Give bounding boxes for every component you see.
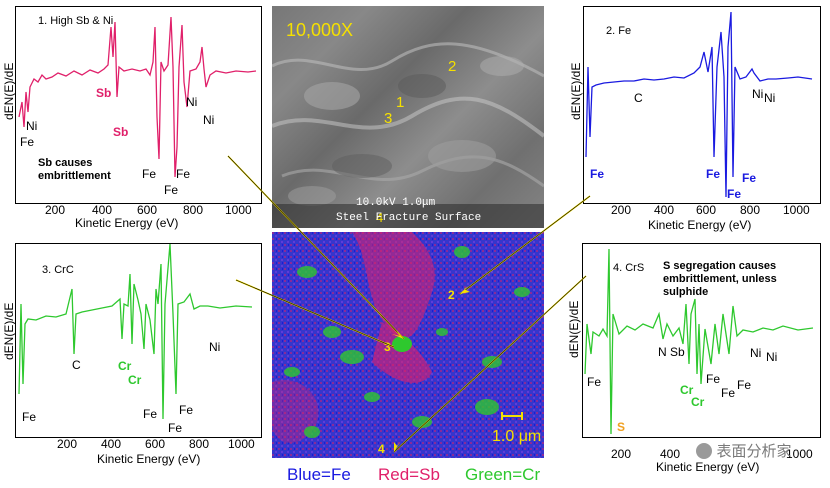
p2-label-c: C [634, 91, 643, 105]
p4-label-fe4: Fe [737, 378, 752, 392]
p4-label-s: S [617, 420, 626, 434]
p2-label-fe2: Fe [706, 167, 721, 181]
p1-tick-600: 600 [137, 203, 158, 217]
p1-label-ni: Ni [26, 119, 38, 133]
p3-tick-400: 400 [101, 437, 122, 451]
p3-tick-200: 200 [57, 437, 78, 451]
panel-1-title: 1. High Sb & Ni [38, 15, 114, 27]
map-point-3: 3 [384, 340, 391, 354]
p3-label-c: C [72, 358, 81, 372]
panel-4-note: S segregation causes embrittlement, unle… [663, 260, 777, 298]
p3-label-cr2: Cr [128, 373, 142, 387]
spectrum-panel-1: 1. High Sb & Ni Sb causes embrittlement … [15, 6, 262, 204]
panel-1-xlabel: Kinetic Energy (eV) [75, 216, 179, 230]
panel-3-title: 3. CrC [42, 264, 74, 276]
p2-label-ni2: Ni [764, 91, 776, 105]
p3-label-cr1: Cr [118, 359, 132, 373]
panel-4-xlabel: Kinetic Energy (eV) [656, 460, 760, 474]
p2-tick-400: 400 [654, 203, 675, 217]
spectrum-panel-2: 2. Fe C Fe Fe Fe Fe Ni Ni [583, 6, 821, 204]
watermark-text: 表面分析家 [716, 443, 792, 460]
map-texture [272, 232, 544, 458]
p4-label-sb: Sb [670, 345, 685, 359]
p3-tick-600: 600 [145, 437, 166, 451]
p4-label-fe1: Fe [587, 375, 602, 389]
p1-tick-800: 800 [183, 203, 204, 217]
p1-tick-1000: 1000 [225, 203, 252, 217]
p4-label-cr1: Cr [680, 383, 694, 397]
p4-tick-200: 200 [611, 447, 632, 461]
spectrum-3-trace [18, 244, 253, 420]
panel-1-ylabel: dEN(E)/dE [2, 62, 16, 120]
p3-label-fe3: Fe [168, 421, 183, 435]
p4-label-ni1: Ni [750, 346, 762, 360]
p4-label-fe3: Fe [721, 386, 736, 400]
spectrum-4-trace [584, 248, 814, 435]
sem-caption: Steel Fracture Surface [336, 212, 482, 224]
p1-label-ni3: Ni [203, 113, 215, 127]
sem-point-1: 1 [396, 94, 405, 111]
panel-3-xlabel: Kinetic Energy (eV) [97, 452, 201, 466]
p2-tick-600: 600 [696, 203, 717, 217]
panel-3-ylabel: dEN(E)/dE [2, 302, 16, 360]
spectrum-panel-4: 4. CrS S segregation causes embrittlemen… [582, 243, 821, 438]
p2-label-fe3: Fe [727, 187, 742, 201]
p3-label-ni: Ni [209, 340, 221, 354]
p4-tick-400: 400 [660, 447, 681, 461]
panel-2-xlabel: Kinetic Energy (eV) [648, 218, 752, 232]
p1-label-sb2: Sb [113, 125, 129, 139]
p2-label-ni1: Ni [752, 87, 764, 101]
spectrum-1-trace [18, 16, 257, 178]
element-map-image: 2 3 4 1.0 μm [272, 232, 544, 458]
p1-label-fe2: Fe [142, 167, 157, 181]
panel-1-note: Sb causes embrittlement [38, 157, 111, 182]
map-scale: 1.0 μm [492, 428, 542, 445]
legend-red: Red=Sb [378, 465, 440, 484]
p4-label-fe2: Fe [706, 372, 721, 386]
sem-info: 10.0kV 1.0μm [356, 197, 436, 209]
sem-point-3: 3 [384, 110, 393, 127]
spectrum-panel-3: 3. CrC C Fe Cr Cr Fe Fe Fe Ni [15, 243, 262, 438]
p1-label-fe4: Fe [176, 167, 191, 181]
map-point-2: 2 [448, 288, 455, 302]
panel-4-title: 4. CrS [613, 262, 645, 274]
p3-label-fe4: Fe [179, 403, 194, 417]
p3-label-fe1: Fe [22, 410, 37, 424]
watermark: 表面分析家 [696, 440, 791, 461]
legend-blue: Blue=Fe [287, 465, 351, 484]
p3-label-fe2: Fe [143, 407, 158, 421]
p1-label-sb1: Sb [96, 86, 112, 100]
p2-label-fe4: Fe [742, 171, 757, 185]
panel-2-ylabel: dEN(E)/dE [569, 62, 583, 120]
p2-tick-1000: 1000 [783, 203, 810, 217]
sem-point-2: 2 [448, 58, 457, 75]
p4-label-ni2: Ni [766, 350, 778, 364]
legend-green: Green=Cr [465, 465, 541, 484]
p1-label-fe: Fe [20, 135, 35, 149]
spectrum-2-trace [585, 11, 813, 198]
p3-tick-800: 800 [189, 437, 210, 451]
p1-label-ni2: Ni [186, 95, 198, 109]
watermark-icon [696, 442, 712, 459]
p4-label-n: N [658, 345, 667, 359]
p1-tick-200: 200 [45, 203, 66, 217]
p2-tick-800: 800 [740, 203, 761, 217]
panel-4-ylabel: dEN(E)/dE [567, 300, 581, 358]
sem-magnification: 10,000X [286, 20, 354, 40]
panel-2-title: 2. Fe [606, 25, 632, 37]
p1-label-fe3: Fe [164, 183, 179, 197]
p3-tick-1000: 1000 [228, 437, 255, 451]
p2-label-fe1: Fe [590, 167, 605, 181]
p1-tick-400: 400 [92, 203, 113, 217]
p4-tick-1000: 1000 [786, 447, 813, 461]
sem-fracture-image: 10,000X 1 2 3 4 10.0kV 1.0μm Steel Fract… [272, 6, 544, 228]
p4-label-cr2: Cr [691, 395, 705, 409]
map-point-4: 4 [378, 442, 385, 456]
p2-tick-200: 200 [611, 203, 632, 217]
